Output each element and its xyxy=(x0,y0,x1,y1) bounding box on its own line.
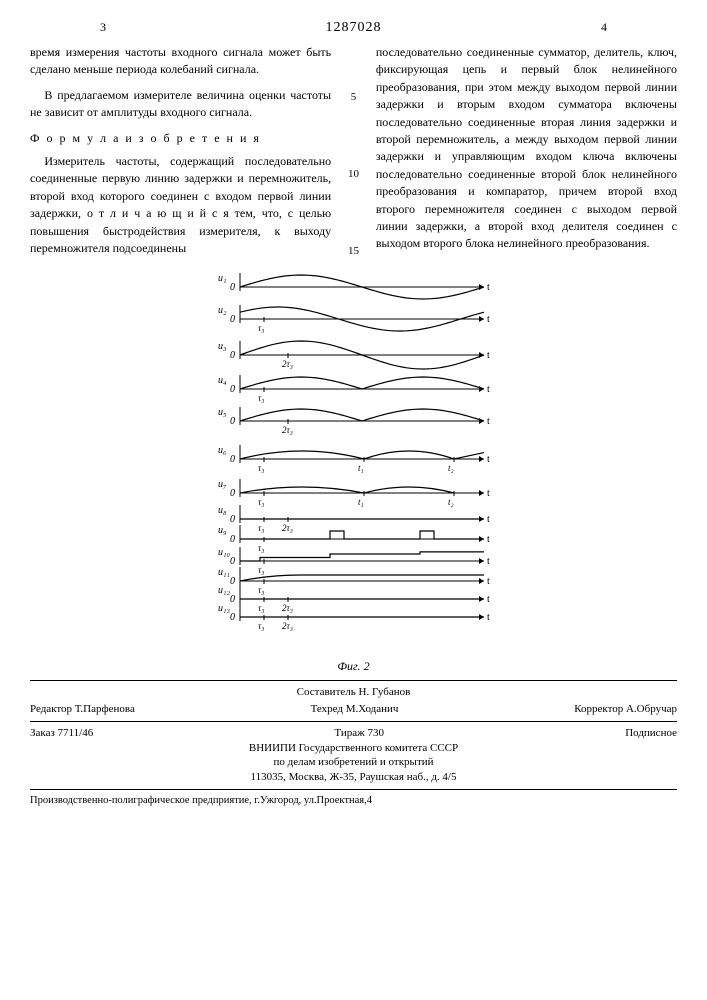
svg-text:t: t xyxy=(487,556,490,567)
svg-text:u₈: u₈ xyxy=(218,505,227,516)
org1: ВНИИПИ Государственного комитета СССР xyxy=(30,741,677,756)
svg-text:t: t xyxy=(487,416,490,427)
svg-text:2τ₃: 2τ₃ xyxy=(282,603,293,613)
line-number-gutter: 5 10 15 xyxy=(345,44,362,261)
editor: Редактор Т.Парфенова xyxy=(30,702,135,717)
order-row: Заказ 7711/46 Тираж 730 Подписное xyxy=(30,726,677,741)
svg-text:0: 0 xyxy=(230,576,235,587)
svg-text:τ₃: τ₃ xyxy=(258,585,264,595)
svg-text:0: 0 xyxy=(230,314,235,325)
svg-text:u₁₂: u₁₂ xyxy=(218,585,230,596)
svg-text:2τ₃: 2τ₃ xyxy=(282,359,293,369)
svg-text:0: 0 xyxy=(230,416,235,427)
body-columns: время измерения частоты входного сигнала… xyxy=(30,44,677,261)
svg-text:2τ₃: 2τ₃ xyxy=(282,523,293,533)
divider xyxy=(30,721,677,722)
org2: по делам изобретений и открытий xyxy=(30,755,677,770)
svg-text:t₂: t₂ xyxy=(448,497,454,507)
divider xyxy=(30,680,677,681)
svg-text:u₄: u₄ xyxy=(218,375,227,386)
svg-text:t: t xyxy=(487,612,490,623)
svg-text:τ₃: τ₃ xyxy=(258,565,264,575)
formula-title: Ф о р м у л а и з о б р е т е н и я xyxy=(30,130,331,147)
svg-text:τ₃: τ₃ xyxy=(258,523,264,533)
svg-text:2τ₃: 2τ₃ xyxy=(282,425,293,435)
svg-text:τ₃: τ₃ xyxy=(258,497,264,507)
svg-text:2τ₃: 2τ₃ xyxy=(282,621,293,631)
svg-text:t: t xyxy=(487,576,490,587)
svg-text:u₁: u₁ xyxy=(218,273,226,284)
left-p1: время измерения частоты входного сигнала… xyxy=(30,44,331,79)
svg-text:τ₃: τ₃ xyxy=(258,543,264,553)
svg-text:u₇: u₇ xyxy=(218,479,227,490)
svg-text:u₁₁: u₁₁ xyxy=(218,567,230,578)
corrector: Корректор А.Обручар xyxy=(574,702,677,717)
svg-text:t₂: t₂ xyxy=(448,463,454,473)
svg-text:0: 0 xyxy=(230,350,235,361)
svg-text:u₁₃: u₁₃ xyxy=(218,603,230,614)
credits-row: Редактор Т.Парфенова Техред М.Ходанич Ко… xyxy=(30,702,677,717)
right-p1: последовательно соединенные сумматор, де… xyxy=(376,44,677,253)
svg-text:τ₃: τ₃ xyxy=(258,621,264,631)
svg-text:0: 0 xyxy=(230,282,235,293)
svg-text:t: t xyxy=(487,350,490,361)
order: Заказ 7711/46 xyxy=(30,726,93,741)
left-p2: В предлагаемом измерителе величина оценк… xyxy=(30,87,331,122)
svg-text:u₃: u₃ xyxy=(218,341,227,352)
svg-text:τ₃: τ₃ xyxy=(258,603,264,613)
svg-text:τ₃: τ₃ xyxy=(258,463,264,473)
divider xyxy=(30,789,677,790)
svg-text:t₁: t₁ xyxy=(358,497,364,507)
svg-text:u₁₀: u₁₀ xyxy=(218,547,230,558)
svg-text:t₁: t₁ xyxy=(358,463,364,473)
line-num: 15 xyxy=(348,244,359,261)
svg-text:t: t xyxy=(487,514,490,525)
svg-text:0: 0 xyxy=(230,454,235,465)
svg-text:0: 0 xyxy=(230,556,235,567)
svg-text:0: 0 xyxy=(230,534,235,545)
svg-text:t: t xyxy=(487,534,490,545)
svg-text:u₂: u₂ xyxy=(218,305,227,316)
svg-text:τ₃: τ₃ xyxy=(258,323,264,333)
page-header: 3 1287028 4 xyxy=(30,20,677,36)
svg-text:u₆: u₆ xyxy=(218,445,227,456)
svg-text:t: t xyxy=(487,384,490,395)
svg-text:u₉: u₉ xyxy=(218,525,227,536)
compiler: Составитель Н. Губанов xyxy=(30,685,677,700)
page-num-right: 4 xyxy=(601,20,607,36)
svg-text:0: 0 xyxy=(230,384,235,395)
svg-text:0: 0 xyxy=(230,488,235,499)
left-column: время измерения частоты входного сигнала… xyxy=(30,44,331,261)
svg-text:τ₃: τ₃ xyxy=(258,393,264,403)
page-num-left: 3 xyxy=(100,20,106,36)
patent-number: 1287028 xyxy=(326,20,382,36)
svg-text:0: 0 xyxy=(230,594,235,605)
svg-text:t: t xyxy=(487,454,490,465)
svg-text:t: t xyxy=(487,594,490,605)
svg-text:0: 0 xyxy=(230,514,235,525)
techred: Техред М.Ходанич xyxy=(311,702,399,717)
right-column: последовательно соединенные сумматор, де… xyxy=(376,44,677,261)
svg-text:t: t xyxy=(487,282,490,293)
subscription: Подписное xyxy=(625,726,677,741)
timing-diagram: u₁0tu₂0tτ₃u₃0t2τ₃u₄0tτ₃u₅0t2τ₃u₆0tτ₃t₁t₂… xyxy=(204,267,504,657)
tirage: Тираж 730 xyxy=(334,726,384,741)
svg-text:t: t xyxy=(487,314,490,325)
printer: Производственно-полиграфическое предприя… xyxy=(30,794,677,808)
figure-caption: Фиг. 2 xyxy=(30,659,677,674)
svg-text:0: 0 xyxy=(230,612,235,623)
line-num: 5 xyxy=(351,90,357,107)
svg-text:u₅: u₅ xyxy=(218,407,227,418)
left-p3: Измеритель частоты, содержащий последова… xyxy=(30,153,331,257)
footer: Составитель Н. Губанов Редактор Т.Парфен… xyxy=(30,685,677,808)
address: 113035, Москва, Ж-35, Раушская наб., д. … xyxy=(30,770,677,785)
svg-text:t: t xyxy=(487,488,490,499)
line-num: 10 xyxy=(348,167,359,184)
